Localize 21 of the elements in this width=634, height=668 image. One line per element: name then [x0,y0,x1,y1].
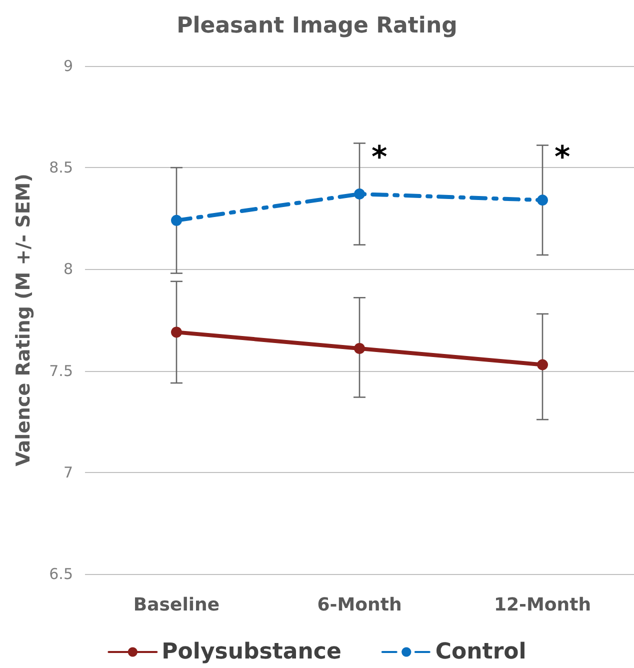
annotation: * [554,140,570,175]
point [171,326,182,338]
y-tick-label: 8.5 [49,158,73,177]
point [537,194,548,206]
point [537,359,548,370]
legend-label: Control [435,640,526,664]
point [354,342,365,354]
legend-label: Polysubstance [162,640,342,664]
x-tick-label: 12-Month [494,594,592,616]
y-tick-label: 9 [63,57,73,75]
y-tick-label: 7.5 [49,362,73,380]
y-tick-label: 7 [63,463,73,482]
y-axis-title: Valence Rating (M +/- SEM) [12,174,34,466]
x-tick-label: Baseline [133,594,220,616]
annotation: * [372,140,388,175]
chart-title: Pleasant Image Rating [176,14,458,38]
x-tick-label: 6-Month [317,594,402,616]
y-tick-label: 6.5 [49,565,73,583]
y-tick-label: 8 [63,260,73,278]
point [354,188,365,200]
point [171,214,182,226]
